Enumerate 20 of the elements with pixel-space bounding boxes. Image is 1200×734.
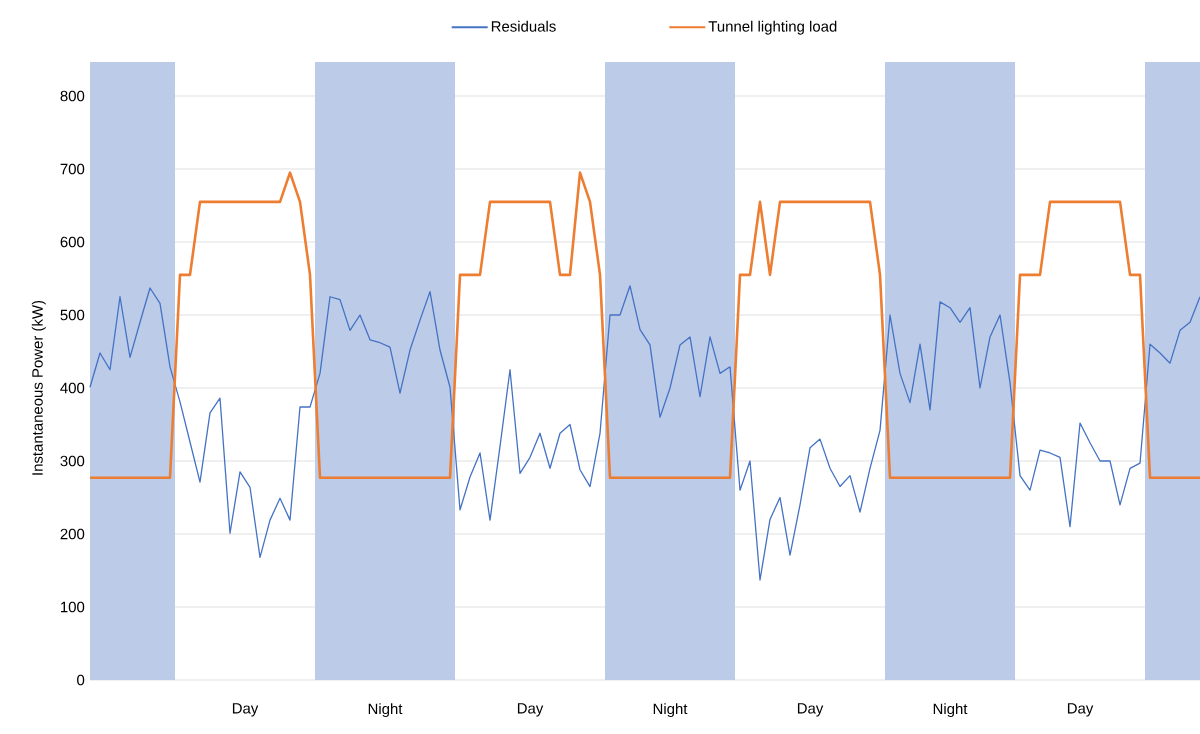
y-tick-label: 300 — [60, 455, 85, 467]
line-series — [89, 285, 1200, 581]
y-tick-label: 500 — [60, 309, 85, 321]
y-tick-label: 700 — [60, 163, 85, 175]
y-tick-label: 100 — [61, 601, 85, 613]
text: Day — [797, 703, 824, 717]
y-tick-label: 400 — [60, 382, 85, 394]
text: Night — [933, 703, 968, 718]
legend-label: Tunnel lighting load — [708, 20, 837, 35]
y-tick-label: 800 — [60, 90, 85, 102]
y-tick-label: 200 — [60, 528, 85, 540]
text: Night — [368, 703, 403, 718]
text: Day — [1067, 703, 1094, 717]
y-tick-label: 600 — [60, 236, 85, 248]
y-axis-title: Instantaneous Power (kW) — [31, 300, 46, 475]
text: Day — [232, 703, 259, 717]
y-tick-label: 0 — [77, 674, 85, 686]
text: Day — [517, 703, 544, 717]
legend-label: Residuals — [491, 20, 556, 32]
text: Night — [653, 703, 688, 718]
